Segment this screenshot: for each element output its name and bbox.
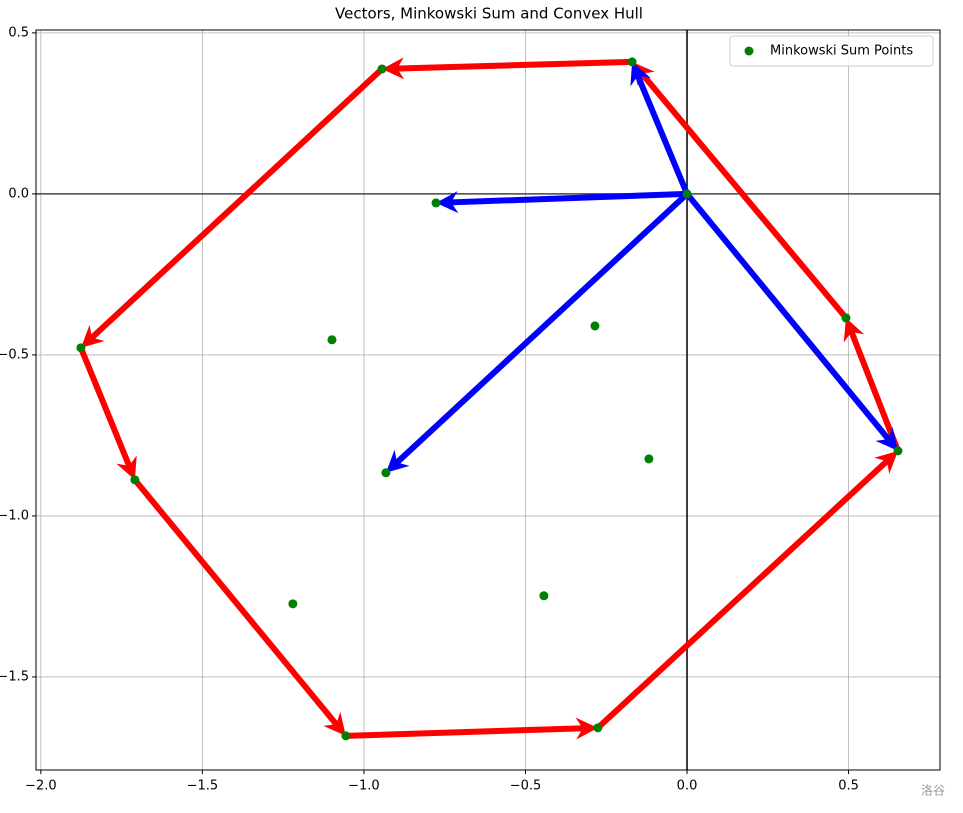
x-tick-label: 0.5 — [838, 779, 859, 794]
point — [76, 343, 86, 353]
point — [539, 591, 549, 601]
point — [841, 313, 851, 323]
point — [288, 599, 298, 609]
point — [593, 723, 603, 733]
arrow — [132, 477, 346, 736]
arrow — [595, 450, 898, 731]
point — [644, 454, 654, 464]
point — [130, 475, 140, 485]
x-tick-label: −0.5 — [510, 779, 542, 794]
legend-marker — [744, 46, 754, 56]
arrow — [382, 57, 633, 80]
watermark: 洛谷 — [921, 783, 945, 798]
arrow — [843, 317, 901, 452]
y-tick-label: −0.5 — [0, 347, 29, 362]
plot-frame — [35, 29, 941, 771]
point — [682, 189, 692, 199]
arrow — [630, 61, 690, 196]
arrow — [385, 191, 690, 473]
arrow — [78, 346, 137, 480]
arrow — [345, 717, 598, 740]
arrow — [435, 190, 688, 214]
point — [627, 57, 637, 67]
x-tick-label: 0.0 — [677, 779, 698, 794]
x-tick-label: −2.0 — [25, 779, 57, 794]
point — [590, 321, 600, 331]
point — [327, 335, 337, 345]
y-tick-label: −1.0 — [0, 508, 29, 523]
legend-label: Minkowski Sum Points — [770, 44, 913, 59]
arrow — [632, 61, 849, 320]
arrow — [80, 66, 385, 348]
x-tick-label: −1.0 — [348, 779, 380, 794]
legend-box — [729, 35, 934, 67]
point — [341, 731, 351, 741]
y-tick-label: −1.5 — [0, 669, 29, 684]
point — [377, 64, 387, 74]
y-tick-label: 0.0 — [8, 186, 29, 201]
point — [893, 446, 903, 456]
chart-title: Vectors, Minkowski Sum and Convex Hull — [335, 5, 643, 23]
x-tick-label: −1.5 — [187, 779, 219, 794]
point — [431, 198, 441, 208]
arrow — [684, 192, 898, 451]
y-tick-label: 0.5 — [8, 25, 29, 40]
point — [381, 468, 391, 478]
